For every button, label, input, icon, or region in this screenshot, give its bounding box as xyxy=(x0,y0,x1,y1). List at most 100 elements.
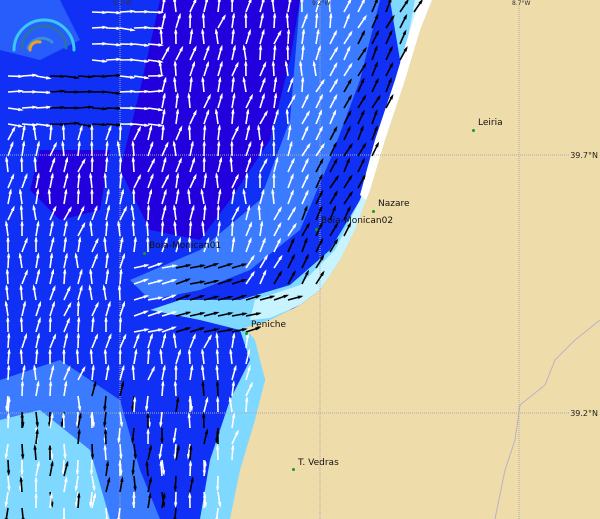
place-label-leiria[interactable]: Leiria xyxy=(478,118,503,128)
current-arrowhead xyxy=(242,76,246,83)
place-marker[interactable] xyxy=(372,210,375,213)
current-arrowhead xyxy=(66,317,70,324)
current-arrowhead xyxy=(242,188,246,195)
current-arrowhead xyxy=(74,75,80,80)
current-arrowhead xyxy=(207,334,212,340)
place-marker[interactable] xyxy=(472,129,475,132)
current-arrowhead xyxy=(215,380,220,386)
current-arrowhead xyxy=(162,492,166,499)
current-arrowhead xyxy=(49,252,54,258)
current-arrowhead xyxy=(257,204,261,210)
current-arrowhead xyxy=(300,76,305,82)
current-arrowhead xyxy=(199,327,206,331)
current-arrowhead xyxy=(36,268,40,275)
current-arrowhead xyxy=(348,30,353,37)
current-arrowhead xyxy=(215,364,219,370)
current-arrowhead xyxy=(116,140,121,146)
current-arrowhead xyxy=(148,492,152,499)
current-arrowhead xyxy=(347,221,352,228)
current-arrowhead xyxy=(130,106,136,110)
current-arrowhead xyxy=(247,28,251,35)
latitude-label: 39.7°N xyxy=(569,151,599,160)
current-arrowhead xyxy=(244,12,248,18)
current-arrowhead xyxy=(174,364,178,370)
current-arrowhead xyxy=(205,108,210,115)
current-arrowhead xyxy=(49,492,53,498)
current-arrowhead xyxy=(8,188,12,195)
current-arrowhead xyxy=(291,270,296,276)
current-arrowhead xyxy=(64,156,69,163)
current-arrowhead xyxy=(215,486,220,492)
current-arrowhead xyxy=(241,294,248,299)
current-arrowhead xyxy=(36,140,40,147)
place-marker[interactable] xyxy=(292,468,295,471)
current-arrowhead xyxy=(51,284,56,291)
current-arrowhead xyxy=(148,444,152,451)
current-arrowhead xyxy=(255,327,262,331)
place-label-peniche[interactable]: Peniche xyxy=(251,320,287,330)
current-arrowhead xyxy=(248,0,252,3)
buoy-marker[interactable] xyxy=(315,228,318,231)
latitude-label: 39.2°N xyxy=(569,409,599,418)
current-arrowhead xyxy=(185,264,192,268)
current-arrowhead xyxy=(299,60,303,66)
current-arrowhead xyxy=(24,237,28,243)
place-marker[interactable] xyxy=(245,332,248,335)
current-arrowhead xyxy=(105,220,109,226)
current-arrowhead xyxy=(327,0,332,2)
current-arrowhead xyxy=(262,237,266,243)
place-label-t-vedras[interactable]: T. Vedras xyxy=(298,458,339,468)
current-arrowhead xyxy=(18,107,24,112)
current-arrowhead xyxy=(215,172,219,178)
current-arrowhead xyxy=(231,188,236,194)
current-arrowhead xyxy=(64,460,69,467)
current-arrowhead xyxy=(233,364,237,371)
current-arrowhead xyxy=(204,0,209,3)
current-arrowhead xyxy=(160,220,165,226)
current-arrowhead xyxy=(129,27,136,32)
current-arrowhead xyxy=(102,122,108,127)
current-arrowhead xyxy=(74,486,79,492)
current-arrowhead xyxy=(333,157,338,164)
buoy-marker[interactable] xyxy=(143,252,146,255)
current-arrow xyxy=(21,507,24,519)
current-arrowhead xyxy=(32,105,38,110)
current-arrowhead xyxy=(120,188,124,195)
current-arrowhead xyxy=(90,188,94,194)
current-arrowhead xyxy=(51,156,56,163)
place-label-nazare[interactable]: Nazare xyxy=(378,199,410,209)
current-arrow xyxy=(5,507,9,519)
place-label-boia-monican01[interactable]: Boia-Monican01 xyxy=(149,241,222,251)
current-arrowhead xyxy=(171,279,178,283)
current-arrowhead xyxy=(62,348,66,354)
current-arrowhead xyxy=(92,492,97,499)
current-arrowhead xyxy=(189,444,193,450)
current-arrowhead xyxy=(231,236,236,242)
current-arrowhead xyxy=(247,236,252,243)
current-arrowhead xyxy=(191,60,196,67)
current-arrowhead xyxy=(23,172,28,179)
current-arrowhead xyxy=(50,172,54,179)
current-arrowhead xyxy=(64,332,68,339)
current-arrowhead xyxy=(34,476,38,482)
current-arrowhead xyxy=(107,332,112,339)
current-arrowhead xyxy=(346,13,350,19)
current-arrowhead xyxy=(231,412,236,419)
current-arrowhead xyxy=(204,396,209,403)
current-arrowhead xyxy=(77,492,81,498)
current-arrowhead xyxy=(145,460,149,466)
current-arrowhead xyxy=(202,492,207,498)
current-arrowhead xyxy=(102,42,108,46)
current-arrowhead xyxy=(333,93,338,100)
current-arrowhead xyxy=(151,365,156,372)
current-arrowhead xyxy=(131,438,135,444)
current-arrowhead xyxy=(117,220,121,226)
current-arrowhead xyxy=(158,10,164,15)
place-label-boia-monican02[interactable]: Boia-Monican02 xyxy=(321,216,394,226)
current-arrowhead xyxy=(271,124,276,130)
current-arrowhead xyxy=(188,12,192,18)
current-arrowhead xyxy=(247,156,252,163)
current-arrowhead xyxy=(201,76,205,82)
land xyxy=(230,0,600,519)
